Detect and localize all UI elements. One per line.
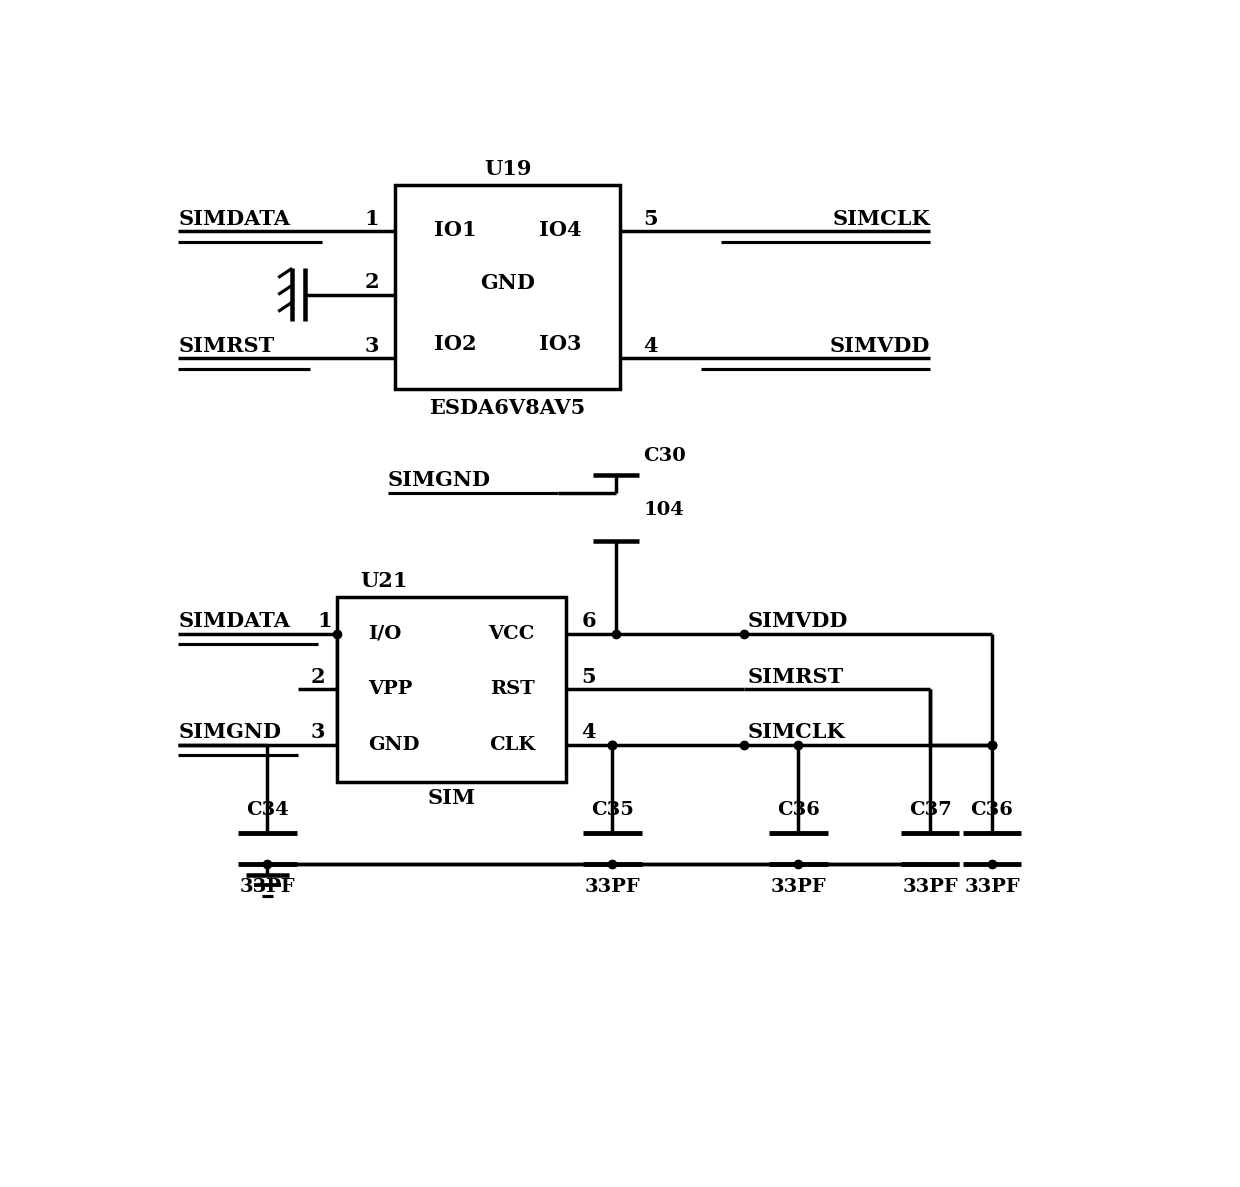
Text: C30: C30 [644,446,686,465]
Text: C35: C35 [590,801,634,819]
Text: 4: 4 [644,336,658,356]
Text: SIMVDD: SIMVDD [748,611,848,631]
Text: CLK: CLK [489,736,534,754]
Text: IO3: IO3 [538,334,582,354]
Text: 4: 4 [582,722,596,742]
Text: RST: RST [490,680,534,698]
Text: 5: 5 [582,667,596,687]
Bar [396,185,620,389]
Text: 33PF: 33PF [239,878,295,896]
Text: 2: 2 [311,667,325,687]
Text: GND: GND [368,736,419,754]
Text: U21: U21 [361,571,408,591]
Text: C34: C34 [246,801,289,819]
Text: I/O: I/O [368,624,402,642]
Text: SIMCLK: SIMCLK [748,722,846,742]
Text: GND: GND [480,273,536,293]
Text: C36: C36 [776,801,820,819]
Text: IO2: IO2 [434,334,476,354]
Text: SIMGND: SIMGND [387,470,491,490]
Text: SIM: SIM [428,788,475,808]
Text: SIMGND: SIMGND [179,722,281,742]
Text: C36: C36 [971,801,1013,819]
Text: SIMDATA: SIMDATA [179,209,290,229]
Text: C37: C37 [909,801,951,819]
Text: IO4: IO4 [538,220,582,240]
Bar [337,597,565,781]
Text: ESDA6V8AV5: ESDA6V8AV5 [429,398,585,418]
Text: 1: 1 [365,209,379,229]
Text: 6: 6 [582,611,596,631]
Text: SIMDATA: SIMDATA [179,611,290,631]
Text: 3: 3 [365,336,378,356]
Text: 3: 3 [311,722,325,742]
Text: SIMCLK: SIMCLK [832,209,930,229]
Text: SIMRST: SIMRST [748,667,844,687]
Text: 5: 5 [644,209,658,229]
Text: 2: 2 [365,272,379,292]
Text: 33PF: 33PF [584,878,640,896]
Text: SIMRST: SIMRST [179,336,274,356]
Text: 33PF: 33PF [965,878,1019,896]
Text: 104: 104 [644,501,684,519]
Text: VCC: VCC [489,624,534,642]
Text: IO1: IO1 [434,220,476,240]
Text: 1: 1 [317,611,332,631]
Text: SIMVDD: SIMVDD [830,336,930,356]
Text: VPP: VPP [368,680,413,698]
Text: 33PF: 33PF [770,878,826,896]
Text: U19: U19 [484,159,532,179]
Text: 33PF: 33PF [903,878,957,896]
